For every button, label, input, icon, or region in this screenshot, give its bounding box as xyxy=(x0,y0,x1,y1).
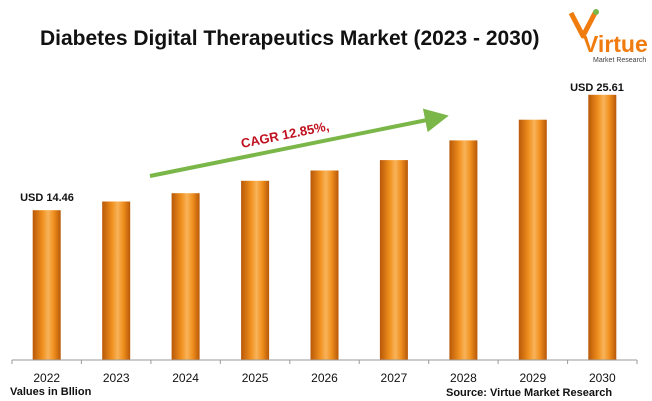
x-tick-label: 2028 xyxy=(450,371,477,385)
x-tick-label: 2027 xyxy=(381,371,408,385)
x-tick-label: 2022 xyxy=(33,371,60,385)
logo-brand-text: Virtue xyxy=(583,31,648,57)
chart-title: Diabetes Digital Therapeutics Market (20… xyxy=(40,27,540,50)
x-tick-label: 2030 xyxy=(589,371,616,385)
data-label-first: USD 14.46 xyxy=(20,192,74,204)
bar-2024 xyxy=(171,193,200,360)
source-note: Source: Virtue Market Research xyxy=(446,387,612,399)
x-tick-label: 2025 xyxy=(242,371,269,385)
virtue-logo: Virtue Market Research xyxy=(568,9,648,64)
bar-2030 xyxy=(588,94,617,361)
x-tick-label: 2023 xyxy=(103,371,130,385)
trend-arrow-icon xyxy=(149,108,449,178)
bar-2026 xyxy=(310,170,339,360)
x-tick-label: 2024 xyxy=(172,371,199,385)
bar-2023 xyxy=(102,201,131,360)
logo-v-mark-icon xyxy=(568,11,598,39)
bars-group xyxy=(32,94,617,361)
units-note: Values in Bllion xyxy=(10,386,92,398)
bar-2025 xyxy=(241,180,270,360)
x-ticks-group: 2022 2023 2024 2025 2026 2027 2028 2029 2030 xyxy=(11,360,638,385)
bar-2029 xyxy=(518,119,547,360)
cagr-annotation: CAGR 12.85%, xyxy=(240,118,331,151)
logo-dot-icon xyxy=(593,9,599,15)
x-tick-label: 2026 xyxy=(311,371,338,385)
bar-2022 xyxy=(32,210,61,360)
x-tick-label: 2029 xyxy=(519,371,546,385)
data-label-last: USD 25.61 xyxy=(570,82,624,94)
logo-subtext: Market Research xyxy=(593,57,646,64)
bar-2028 xyxy=(449,140,478,360)
bar-2027 xyxy=(379,160,408,360)
